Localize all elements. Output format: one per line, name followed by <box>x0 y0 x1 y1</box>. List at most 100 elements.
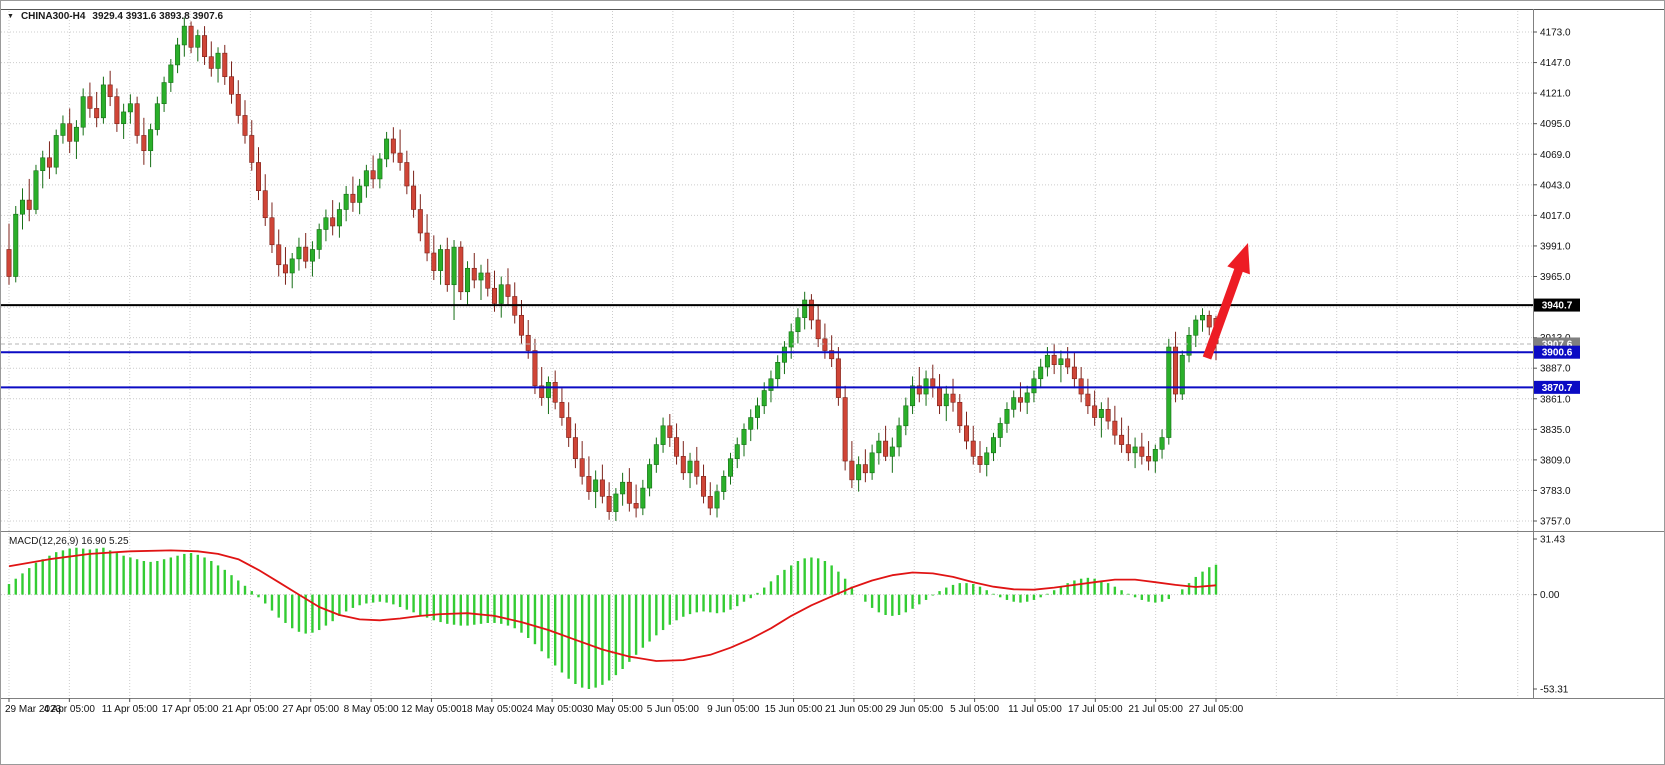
candle-body <box>1098 409 1104 418</box>
candle-body <box>498 284 504 304</box>
candle-body <box>53 135 59 168</box>
arrow-shaft[interactable] <box>1202 267 1244 360</box>
candle-body <box>343 193 349 210</box>
breakout-arrow-annotation[interactable] <box>1202 243 1250 360</box>
candle-body <box>465 267 471 293</box>
candle-body <box>303 246 309 262</box>
candle-body <box>788 331 794 348</box>
candle-body <box>73 126 79 142</box>
arrow-head[interactable] <box>1227 243 1250 275</box>
price-tick-label: 3861.0 <box>1540 394 1571 405</box>
candlesticks <box>6 17 1219 521</box>
candle-body <box>87 96 93 109</box>
candle-body <box>1125 444 1131 454</box>
candle-body <box>1139 446 1145 457</box>
candle-body <box>849 460 855 481</box>
candle-body <box>1004 409 1010 424</box>
candle-body <box>667 425 673 438</box>
candle-body <box>822 338 828 351</box>
candle-body <box>1051 354 1057 365</box>
candle-body <box>13 213 19 277</box>
candle-body <box>1071 366 1077 380</box>
candle-body <box>660 425 666 445</box>
candle-body <box>701 476 707 497</box>
time-tick-label: 29 Mar 2023 <box>5 704 62 715</box>
candle-body <box>566 417 572 438</box>
candle-body <box>748 417 754 430</box>
candle-body <box>1173 346 1179 395</box>
candle-body <box>222 52 228 77</box>
price-tick-label: 3783.0 <box>1540 486 1571 497</box>
candle-body <box>593 479 599 492</box>
candle-body <box>262 190 268 219</box>
candle-body <box>539 385 545 398</box>
macd-tick-label: 0.00 <box>1540 590 1560 601</box>
time-tick-label: 15 Jun 05:00 <box>765 704 823 715</box>
candle-body <box>370 170 376 180</box>
candle-body <box>357 185 363 203</box>
candle-body <box>80 96 86 128</box>
time-tick-label: 5 Jun 05:00 <box>647 704 700 715</box>
candle-body <box>869 452 875 474</box>
candle-body <box>835 358 841 398</box>
price-tick-label: 4121.0 <box>1540 89 1571 100</box>
candle-body <box>889 446 895 457</box>
pane-borders <box>1 9 1664 699</box>
price-badge-text: 3940.7 <box>1542 301 1573 312</box>
candle-body <box>680 456 686 474</box>
candle-body <box>19 199 25 215</box>
candle-body <box>937 387 943 407</box>
candle-body <box>808 299 814 321</box>
ohlc-values: 3929.4 3931.6 3893.8 3907.6 <box>92 11 224 22</box>
macd-axis[interactable]: 31.43 0.00 -53.31 <box>1533 535 1569 696</box>
candle-body <box>876 440 882 454</box>
candle-body <box>1031 378 1037 394</box>
candle-body <box>336 209 342 227</box>
candle-body <box>842 397 848 462</box>
price-badge-text: 3900.6 <box>1542 348 1573 359</box>
candle-body <box>384 138 390 160</box>
candle-body <box>404 162 410 187</box>
price-axis[interactable]: 4173.0 4147.0 4121.0 4095.0 4069.0 4043.0 4017… <box>1533 28 1580 528</box>
candle-body <box>141 135 147 152</box>
candle-body <box>121 111 127 124</box>
candle-body <box>910 385 916 407</box>
candle-body <box>195 35 201 48</box>
price-tick-label: 3887.0 <box>1540 364 1571 375</box>
price-tick-label: 3965.0 <box>1540 272 1571 283</box>
candle-body <box>754 405 760 418</box>
candle-body <box>802 299 808 318</box>
candle-body <box>175 44 181 66</box>
candle-body <box>249 135 255 163</box>
candle-body <box>741 429 747 445</box>
candle-body <box>276 244 282 266</box>
time-tick-label: 12 May 05:00 <box>401 704 462 715</box>
candle-body <box>417 209 423 234</box>
candle-body <box>862 464 868 474</box>
price-tick-label: 3809.0 <box>1540 455 1571 466</box>
candle-body <box>525 334 531 351</box>
symbol-name: CHINA300-H4 <box>20 11 86 22</box>
candle-body <box>532 350 538 387</box>
symbol-dropdown-icon[interactable]: ▼ <box>7 13 14 20</box>
candle-body <box>215 52 221 69</box>
macd-label-text: MACD(12,26,9) 16.90 5.25 <box>9 536 129 547</box>
candle-body <box>1146 456 1152 462</box>
candle-body <box>896 425 902 448</box>
candle-body <box>950 393 956 403</box>
candle-body <box>728 458 734 477</box>
time-tick-label: 21 Apr 05:00 <box>222 704 279 715</box>
candle-body <box>916 385 922 395</box>
price-tick-label: 3757.0 <box>1540 517 1571 528</box>
candle-body <box>640 487 646 509</box>
candle-body <box>202 35 208 57</box>
candle-body <box>363 170 369 187</box>
macd-tick-label: -53.31 <box>1540 685 1569 696</box>
candle-body <box>100 84 106 119</box>
candle-body <box>1132 446 1138 454</box>
candle-body <box>815 319 821 340</box>
candle-body <box>46 157 52 168</box>
